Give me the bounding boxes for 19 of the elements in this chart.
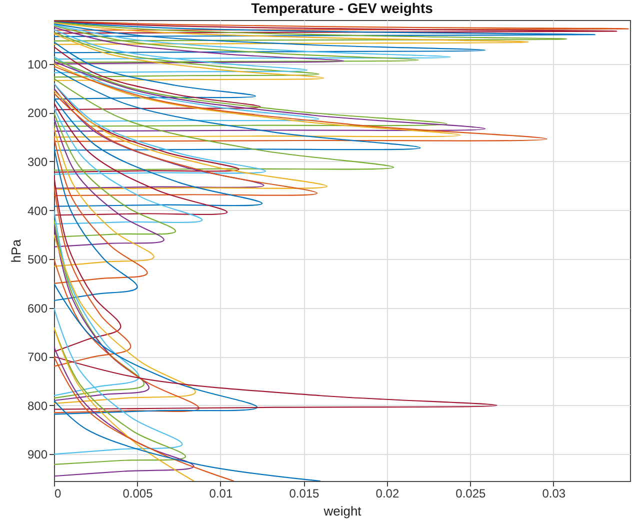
y-tick-label: 900 [27, 448, 48, 462]
x-tick-label: 0.02 [376, 486, 400, 500]
y-tick-label: 100 [27, 57, 48, 72]
x-axis-title: weight [322, 504, 362, 518]
y-tick-label: 600 [27, 301, 48, 316]
x-tick-label: 0 [54, 486, 62, 500]
chart-title: Temperature - GEV weights [251, 0, 434, 16]
x-tick-label: 0.01 [209, 486, 233, 500]
y-axis-title: hPa [8, 238, 24, 263]
x-tick-label: 0.015 [289, 486, 320, 500]
x-tick-label: 0.005 [122, 486, 154, 500]
y-tick-label: 200 [27, 106, 48, 120]
x-tick-label: 0.025 [456, 486, 486, 500]
y-tick-label: 700 [27, 350, 48, 364]
y-tick-label: 300 [27, 154, 48, 169]
y-tick-label: 800 [27, 398, 48, 413]
y-tick-label: 500 [27, 252, 48, 267]
x-tick-label: 0.03 [542, 486, 566, 500]
y-tick-label: 400 [27, 204, 48, 218]
